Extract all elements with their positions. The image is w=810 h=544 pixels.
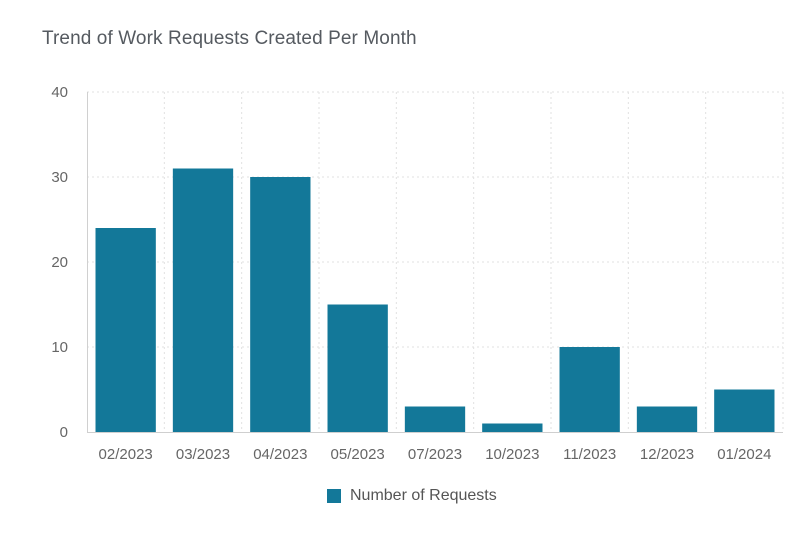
bar[interactable] [714,389,775,433]
x-tick-label: 10/2023 [485,446,539,463]
x-tick-label: 05/2023 [331,446,385,463]
x-tick-label: 02/2023 [99,446,153,463]
x-tick-label: 01/2024 [717,446,771,463]
bar[interactable] [404,406,466,433]
bar[interactable] [250,177,311,432]
x-tick-label: 11/2023 [563,446,616,463]
y-tick-label: 30 [51,169,68,186]
x-tick-label: 04/2023 [253,446,307,463]
bar[interactable] [327,304,388,433]
legend-swatch [327,489,341,503]
x-tick-label: 12/2023 [640,446,694,463]
x-tick-label: 07/2023 [408,446,462,463]
y-tick-label: 40 [51,84,68,101]
y-tick-label: 0 [60,424,68,441]
bar-chart: 0 10 20 30 40 02/2023 03/2023 04/2023 05/2023 07/… [51,84,784,463]
x-tick-label: 03/2023 [176,446,230,463]
bar[interactable] [636,406,698,433]
bar[interactable] [559,347,620,432]
bar[interactable] [95,228,156,432]
bar[interactable] [482,423,543,433]
legend-label: Number of Requests [350,487,497,504]
y-tick-label: 10 [51,339,68,356]
y-tick-label: 20 [51,254,68,271]
bar[interactable] [172,168,234,433]
chart-title: Trend of Work Requests Created Per Month [42,28,417,49]
legend[interactable]: Number of Requests [327,487,497,505]
